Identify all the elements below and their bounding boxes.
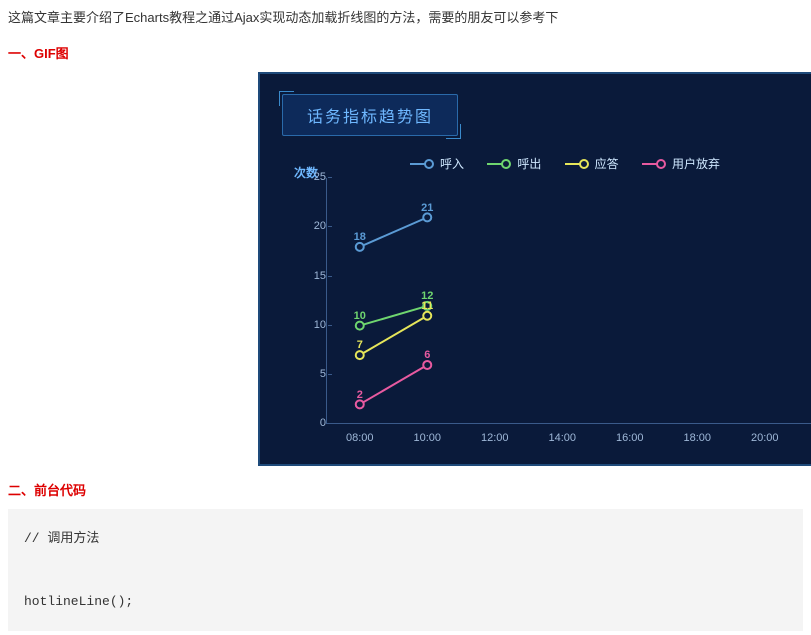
y-tick-label: 0	[300, 417, 326, 429]
legend-dot-icon	[501, 159, 511, 169]
legend-label: 用户放弃	[672, 155, 720, 172]
x-tick-label: 12:00	[481, 432, 509, 444]
y-tick-label: 25	[300, 171, 326, 183]
y-tick-label: 10	[300, 319, 326, 331]
x-tick-label: 08:00	[346, 432, 374, 444]
legend-item-out[interactable]: 呼出	[487, 155, 541, 172]
legend-label: 呼入	[440, 155, 464, 172]
y-tick-label: 20	[300, 220, 326, 232]
chart-title: 话务指标趋势图	[307, 109, 433, 126]
chart-title-box: 话务指标趋势图	[282, 94, 458, 136]
x-tick-label: 14:00	[548, 432, 576, 444]
legend-dot-icon	[656, 159, 666, 169]
legend-dot-icon	[424, 159, 434, 169]
section-2-heading: 二、前台代码	[8, 480, 803, 499]
x-tick-label: 18:00	[683, 432, 711, 444]
x-tick-label: 16:00	[616, 432, 644, 444]
legend-label: 应答	[595, 155, 619, 172]
chart-panel: 话务指标趋势图 呼入 呼出 应答 用户放弃	[258, 72, 811, 467]
y-tick-label: 5	[300, 368, 326, 380]
legend-item-abandon[interactable]: 用户放弃	[642, 155, 720, 172]
code-line: hotlineLine();	[24, 594, 133, 609]
legend-item-answer[interactable]: 应答	[565, 155, 619, 172]
legend: 呼入 呼出 应答 用户放弃	[274, 146, 811, 175]
x-tick-label: 10:00	[413, 432, 441, 444]
plot-area: 次数 0510152025 08:0010:0012:0014:0016:001…	[304, 178, 811, 448]
legend-item-in[interactable]: 呼入	[410, 155, 464, 172]
x-tick-label: 20:00	[751, 432, 779, 444]
y-tick-label: 15	[300, 270, 326, 282]
section-1-heading: 一、GIF图	[8, 43, 803, 62]
legend-label: 呼出	[517, 155, 541, 172]
article-intro: 这篇文章主要介绍了Echarts教程之通过Ajax实现动态加载折线图的方法，需要…	[8, 8, 803, 29]
chart-container: 话务指标趋势图 呼入 呼出 应答 用户放弃	[258, 72, 811, 467]
code-line: // 调用方法	[24, 531, 99, 546]
chart-lines	[326, 178, 811, 424]
legend-dot-icon	[579, 159, 589, 169]
code-block: // 调用方法 hotlineLine();	[8, 509, 803, 631]
